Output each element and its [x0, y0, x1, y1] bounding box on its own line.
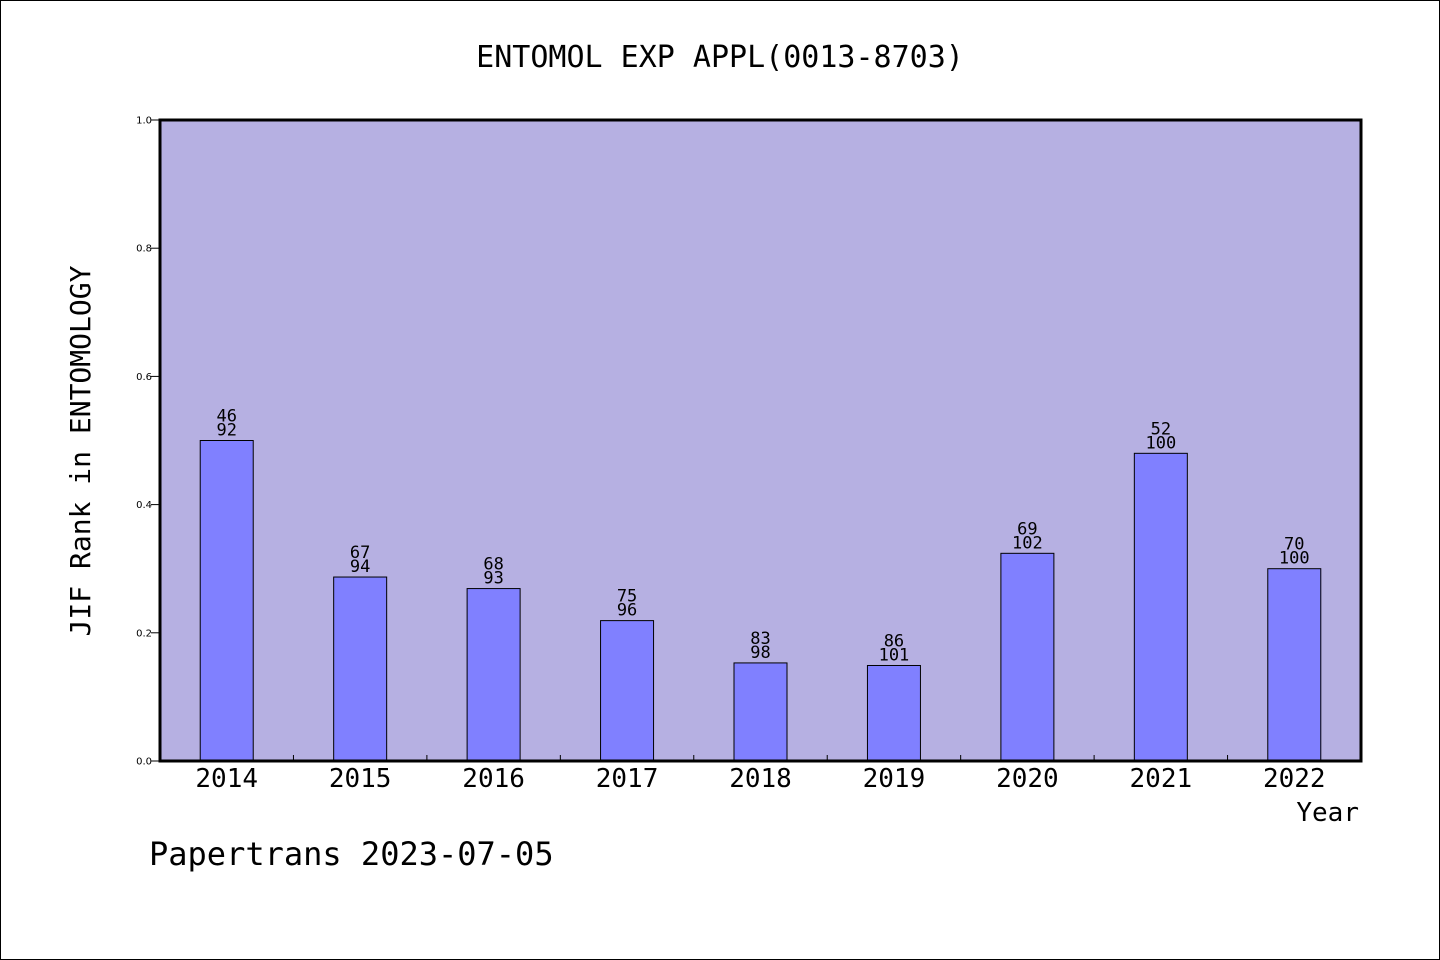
- bar-2016: [466, 588, 521, 762]
- bar-total-label: 101: [879, 645, 910, 665]
- bar-total-label: 100: [1145, 433, 1176, 453]
- bar-series: [199, 440, 1322, 762]
- bar-rank-label: 83: [750, 629, 770, 649]
- bar-rank-label: 69: [1017, 519, 1037, 539]
- bar-2015: [333, 576, 388, 762]
- bar-total-label: 96: [617, 601, 637, 621]
- x-tick-label: 2019: [863, 764, 926, 794]
- x-tick-label: 2020: [996, 764, 1059, 794]
- y-tick-label: 0.4: [136, 500, 152, 511]
- bar-2017: [600, 620, 655, 762]
- y-axis-label: JIF Rank in ENTOMOLOGY: [64, 265, 97, 636]
- x-tick-label: 2021: [1130, 764, 1193, 794]
- bar-2014: [199, 440, 254, 762]
- x-tick-label: 2017: [596, 764, 659, 794]
- bar-2021: [1133, 452, 1188, 762]
- bar-rank-label: 86: [884, 631, 904, 651]
- x-tick-label: 2015: [329, 764, 392, 794]
- bar-rank-label: 52: [1151, 419, 1171, 439]
- bar-total-label: 92: [216, 421, 236, 441]
- bar-rank-label: 70: [1284, 535, 1304, 555]
- bar-total-label: 94: [350, 557, 370, 577]
- bar-2022: [1267, 568, 1322, 762]
- bar-rank-label: 75: [617, 587, 637, 607]
- x-tick-label: 2022: [1263, 764, 1326, 794]
- bar-rank-label: 46: [216, 407, 236, 427]
- x-tick-label: 2014: [195, 764, 258, 794]
- x-axis-label: Year: [1296, 798, 1359, 828]
- bar-2018: [733, 662, 788, 762]
- footer-credit: Papertrans 2023-07-05: [149, 835, 554, 873]
- bar-total-label: 98: [750, 643, 770, 663]
- y-tick-label: 0.6: [136, 372, 152, 383]
- y-axis: 0.0 0.2 0.4 0.6 0.8 1.0: [136, 116, 160, 768]
- y-tick-label: 0.8: [136, 244, 152, 255]
- bar-2020: [1000, 552, 1055, 762]
- x-tick-label: 2016: [462, 764, 525, 794]
- bar-total-label: 102: [1012, 533, 1043, 553]
- bar-rank-label: 67: [350, 543, 370, 563]
- y-tick-label: 0.2: [136, 628, 152, 639]
- x-tick-label: 2018: [729, 764, 792, 794]
- bar-rank-label: 68: [483, 555, 503, 575]
- bar-total-label: 93: [483, 569, 503, 589]
- x-tick-labels: 2014 2015 2016 2017 2018 2019 2020 2021 2022: [195, 764, 1325, 794]
- bar-total-label: 100: [1279, 549, 1310, 569]
- y-tick-label: 1.0: [136, 116, 152, 127]
- chart-title: ENTOMOL EXP APPL(0013-8703): [476, 40, 964, 75]
- plot-border: [158, 118, 1363, 763]
- bar-2019: [866, 664, 921, 762]
- y-tick-label: 0.0: [136, 757, 152, 768]
